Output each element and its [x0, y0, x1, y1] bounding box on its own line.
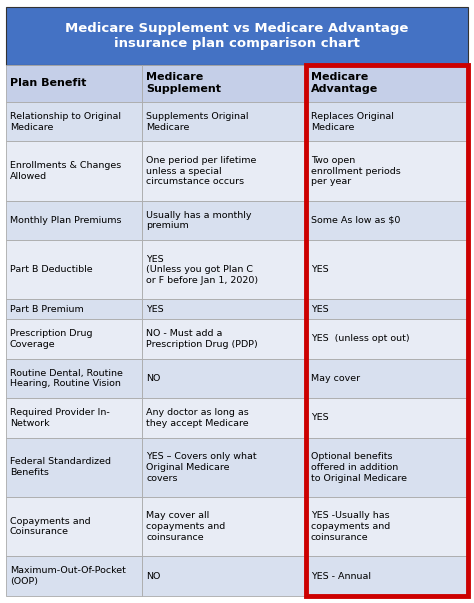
Text: YES - Annual: YES - Annual: [310, 572, 371, 581]
Text: Replaces Original
Medicare: Replaces Original Medicare: [310, 112, 393, 131]
Text: Monthly Plan Premiums: Monthly Plan Premiums: [10, 216, 121, 225]
Bar: [6, 142, 142, 201]
Bar: [142, 102, 306, 142]
Bar: [306, 300, 468, 319]
Bar: [306, 102, 468, 142]
Bar: [306, 240, 468, 300]
Text: NO: NO: [146, 374, 161, 383]
Text: Any doctor as long as
they accept Medicare: Any doctor as long as they accept Medica…: [146, 408, 249, 428]
Bar: [6, 359, 142, 398]
Text: YES  (unless opt out): YES (unless opt out): [310, 335, 409, 344]
Bar: [142, 201, 306, 240]
Bar: [306, 142, 468, 201]
Bar: [6, 300, 142, 319]
Text: Prescription Drug
Coverage: Prescription Drug Coverage: [10, 329, 92, 349]
Text: NO - Must add a
Prescription Drug (PDP): NO - Must add a Prescription Drug (PDP): [146, 329, 258, 349]
Bar: [142, 556, 306, 596]
Text: May cover: May cover: [310, 374, 360, 383]
Text: Required Provider In-
Network: Required Provider In- Network: [10, 408, 109, 428]
Bar: [142, 319, 306, 359]
Text: YES: YES: [310, 305, 328, 314]
Bar: [142, 398, 306, 438]
Bar: [142, 497, 306, 556]
Text: YES: YES: [146, 305, 164, 314]
Bar: [6, 556, 142, 596]
Bar: [6, 201, 142, 240]
Bar: [6, 102, 142, 142]
Bar: [6, 438, 142, 497]
Text: YES -Usually has
copayments and
coinsurance: YES -Usually has copayments and coinsura…: [310, 511, 390, 542]
Bar: [142, 240, 306, 300]
Text: Relationship to Original
Medicare: Relationship to Original Medicare: [10, 112, 121, 131]
Bar: [142, 359, 306, 398]
Bar: [6, 65, 142, 102]
Text: YES – Covers only what
Original Medicare
covers: YES – Covers only what Original Medicare…: [146, 452, 257, 482]
Bar: [306, 319, 468, 359]
Text: Supplements Original
Medicare: Supplements Original Medicare: [146, 112, 249, 131]
Text: Federal Standardized
Benefits: Federal Standardized Benefits: [10, 458, 111, 477]
Text: Two open
enrollment periods
per year: Two open enrollment periods per year: [310, 156, 401, 186]
Text: YES: YES: [310, 414, 328, 423]
Text: Medicare
Supplement: Medicare Supplement: [146, 72, 221, 94]
Bar: [306, 438, 468, 497]
Text: Part B Deductible: Part B Deductible: [10, 265, 92, 274]
Text: Some As low as $0: Some As low as $0: [310, 216, 400, 225]
Bar: [6, 398, 142, 438]
Text: Maximum-Out-Of-Pocket
(OOP): Maximum-Out-Of-Pocket (OOP): [10, 566, 126, 586]
Bar: [6, 319, 142, 359]
Bar: [6, 497, 142, 556]
Text: May cover all
copayments and
coinsurance: May cover all copayments and coinsurance: [146, 511, 226, 542]
Text: Part B Premium: Part B Premium: [10, 305, 84, 314]
Text: Copayments and
Coinsurance: Copayments and Coinsurance: [10, 517, 91, 537]
Bar: [6, 7, 468, 65]
Text: Enrollments & Changes
Allowed: Enrollments & Changes Allowed: [10, 161, 121, 181]
Bar: [306, 359, 468, 398]
Text: Medicare Supplement vs Medicare Advantage
insurance plan comparison chart: Medicare Supplement vs Medicare Advantag…: [65, 22, 409, 50]
Bar: [142, 300, 306, 319]
Bar: [6, 240, 142, 300]
Text: Medicare
Advantage: Medicare Advantage: [310, 72, 378, 94]
Text: Usually has a monthly
premium: Usually has a monthly premium: [146, 210, 252, 230]
Bar: [306, 201, 468, 240]
Bar: [306, 398, 468, 438]
Text: Routine Dental, Routine
Hearing, Routine Vision: Routine Dental, Routine Hearing, Routine…: [10, 368, 123, 388]
Bar: [306, 65, 468, 596]
Text: NO: NO: [146, 572, 161, 581]
Bar: [306, 497, 468, 556]
Text: YES: YES: [310, 265, 328, 274]
Text: One period per lifetime
unless a special
circumstance occurs: One period per lifetime unless a special…: [146, 156, 257, 186]
Bar: [306, 65, 468, 102]
Bar: [142, 65, 306, 102]
Bar: [142, 438, 306, 497]
Bar: [306, 556, 468, 596]
Text: YES
(Unless you got Plan C
or F before Jan 1, 2020): YES (Unless you got Plan C or F before J…: [146, 254, 258, 285]
Bar: [142, 142, 306, 201]
Text: Plan Benefit: Plan Benefit: [10, 78, 86, 88]
Text: Optional benefits
offered in addition
to Original Medicare: Optional benefits offered in addition to…: [310, 452, 407, 482]
